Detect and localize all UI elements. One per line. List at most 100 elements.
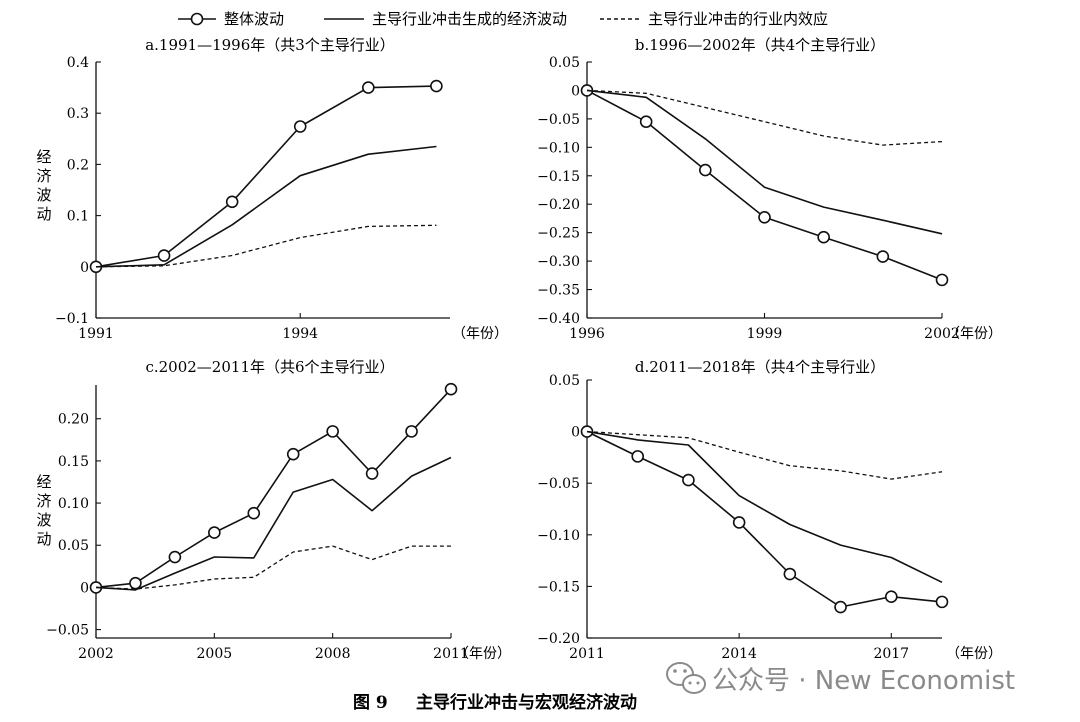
y-tick-label: −0.15 xyxy=(537,169,580,185)
series-overall-point xyxy=(834,600,847,614)
series-intra-line xyxy=(95,224,437,268)
y-tick-label: 0 xyxy=(571,83,580,99)
y-tick-label: −0.40 xyxy=(537,311,580,327)
x-tick-label: 2002 xyxy=(924,326,960,342)
x-tick-label: 1996 xyxy=(569,326,605,342)
panel-title: a.1991—1996年（共3个主导行业） xyxy=(145,36,395,54)
y-axis-label-char: 济 xyxy=(36,167,51,185)
series-intra-line xyxy=(586,89,943,146)
caption-number: 图 9 xyxy=(353,693,388,713)
legend: 整体波动 主导行业冲击生成的经济波动 主导行业冲击的行业内效应 xyxy=(178,10,828,28)
y-axis-label-char: 经 xyxy=(36,148,51,166)
series-overall-point xyxy=(157,249,171,262)
series-overall-point xyxy=(783,567,797,581)
series-overall-point xyxy=(732,516,746,529)
series-overall-point xyxy=(286,447,300,461)
watermark: 公众号 · New Economist xyxy=(666,662,1015,696)
y-tick-label: −0.20 xyxy=(537,631,580,647)
x-tick-label: 2017 xyxy=(873,646,909,662)
y-tick-label: 0 xyxy=(571,425,580,441)
panel-title: b.1996—2002年（共4个主导行业） xyxy=(635,36,885,54)
series-overall-point xyxy=(326,425,339,438)
series-leading-line xyxy=(586,89,943,235)
figure-caption: 图 9 主导行业冲击与宏观经济波动 xyxy=(353,692,637,713)
y-tick-label: 0.15 xyxy=(58,454,89,470)
series-overall-point xyxy=(293,120,307,133)
series-overall-point xyxy=(884,590,898,604)
legend-leading-label: 主导行业冲击生成的经济波动 xyxy=(372,10,567,28)
y-tick-label: 0.10 xyxy=(58,496,89,512)
series-overall-line xyxy=(586,89,943,281)
x-tick-label: 2014 xyxy=(721,646,757,662)
y-tick-label: 0.2 xyxy=(67,157,89,173)
y-tick-label: −0.05 xyxy=(537,112,580,128)
series-overall-point xyxy=(631,450,645,463)
y-tick-label: −0.10 xyxy=(537,528,580,544)
y-tick-label: 0.4 xyxy=(67,55,89,71)
x-axis-unit-label: （年份） xyxy=(455,646,511,662)
y-tick-label: −0.20 xyxy=(537,197,580,213)
y-axis-label-char: 动 xyxy=(36,205,51,223)
series-intra-line xyxy=(95,545,451,590)
panel-c: c.2002—2011年（共6个主导行业） 0.20 0.15 0.10 0.05 0 −0… xyxy=(36,358,511,662)
series-leading-line xyxy=(586,430,943,584)
series-overall-point xyxy=(935,273,949,287)
series-overall-point xyxy=(639,115,653,129)
x-tick-label: 2011 xyxy=(569,646,605,662)
panel-a: a.1991—1996年（共3个主导行业） −0.1 0 0.1 0.2 0.3 0.4 19… xyxy=(36,36,508,342)
series-overall-point xyxy=(362,81,375,94)
series-overall-point xyxy=(817,230,830,244)
series-overall-line xyxy=(95,388,452,589)
y-tick-label: 0.05 xyxy=(549,373,580,389)
legend-intra-label: 主导行业冲击的行业内效应 xyxy=(648,10,828,28)
series-overall-point xyxy=(935,595,949,609)
caption-title: 主导行业冲击与宏观经济波动 xyxy=(416,692,637,713)
x-tick-label: 2002 xyxy=(78,646,114,662)
y-tick-label: 0.20 xyxy=(58,412,89,428)
y-tick-label: 0.05 xyxy=(549,55,580,71)
y-tick-label: −0.35 xyxy=(537,283,580,299)
x-tick-label: 2005 xyxy=(197,646,233,662)
x-tick-label: 2008 xyxy=(315,646,351,662)
y-axis-label-char: 济 xyxy=(36,492,51,510)
y-tick-label: −0.30 xyxy=(537,254,580,270)
panel-title: d.2011—2018年（共4个主导行业） xyxy=(635,358,885,376)
y-tick-label: −0.15 xyxy=(537,579,580,595)
panel-title: c.2002—2011年（共6个主导行业） xyxy=(145,358,394,376)
series-overall-line xyxy=(586,430,943,608)
x-tick-label: 1994 xyxy=(282,326,318,342)
series-overall-point xyxy=(682,473,695,487)
y-tick-label: 0.1 xyxy=(67,209,89,225)
x-axis-unit-label: （年份） xyxy=(452,326,508,342)
panel-d: d.2011—2018年（共4个主导行业） 0.05 0 −0.05 −0.10 −0.1… xyxy=(537,358,1002,662)
series-overall-point xyxy=(444,382,458,396)
x-axis-unit-label: （年份） xyxy=(946,326,1002,342)
series-intra-line xyxy=(586,430,943,480)
y-tick-label: −0.1 xyxy=(55,311,89,327)
x-axis-unit-label: （年份） xyxy=(946,646,1002,662)
y-tick-label: −0.25 xyxy=(537,226,580,242)
legend-overall-label: 整体波动 xyxy=(224,10,284,28)
panel-b: b.1996—2002年（共4个主导行业） 0.05 0 −0.05 −0.10 −0.1… xyxy=(537,36,1002,342)
y-tick-label: 0.05 xyxy=(58,538,89,554)
series-overall-point xyxy=(129,576,142,590)
wechat-icon xyxy=(666,662,706,694)
series-overall-point xyxy=(208,526,221,539)
y-tick-label: 0.3 xyxy=(67,106,89,122)
series-leading-line xyxy=(95,456,452,591)
series-overall-point xyxy=(758,211,771,224)
y-tick-label: 0 xyxy=(80,580,89,596)
y-axis-label-char: 经 xyxy=(36,473,51,491)
series-overall-point xyxy=(247,506,261,520)
y-axis-label-char: 波 xyxy=(36,511,51,529)
series-overall-line xyxy=(95,85,437,268)
series-overall-point xyxy=(168,550,182,564)
y-axis-label-char: 动 xyxy=(36,530,51,548)
legend-overall-marker xyxy=(190,12,204,26)
y-tick-label: −0.05 xyxy=(537,476,580,492)
x-tick-label: 1999 xyxy=(747,326,783,342)
series-overall-point xyxy=(365,467,379,480)
series-overall-point xyxy=(699,163,712,177)
series-overall-point xyxy=(405,425,418,438)
